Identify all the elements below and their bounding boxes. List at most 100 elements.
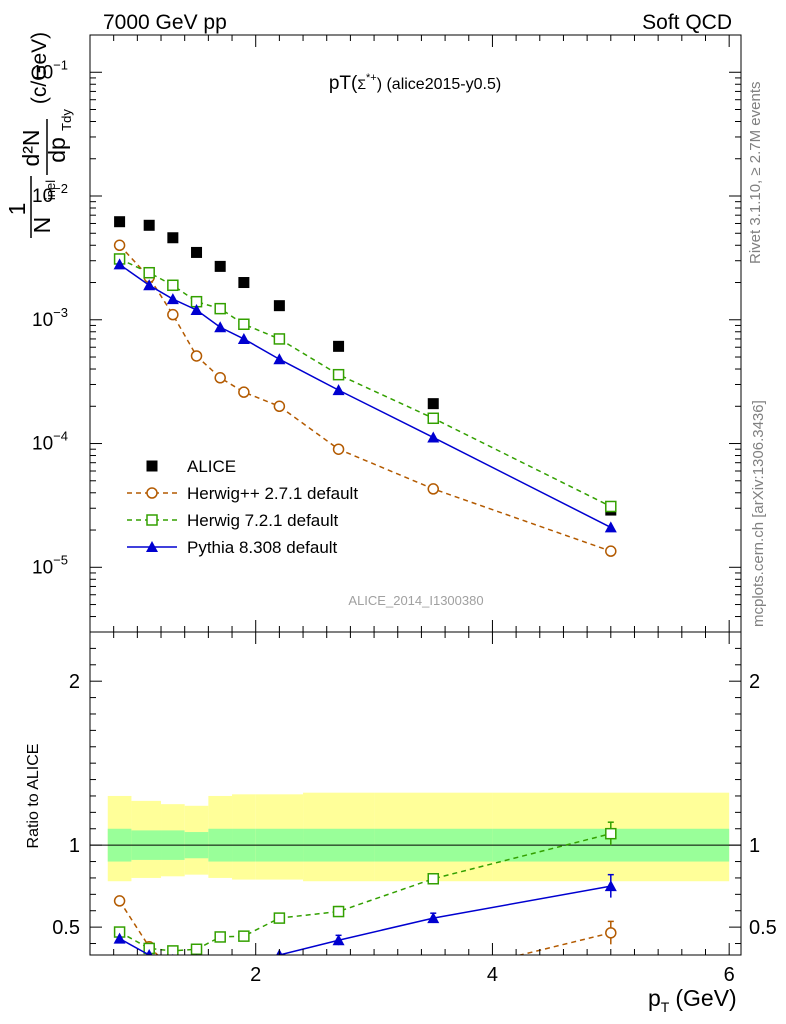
ylabel-tdy: Tdy (59, 109, 74, 131)
ratio-y-tick-label-right: 0.5 (749, 917, 777, 939)
ratio-frame (89, 631, 742, 956)
tick-base: 10 (32, 434, 53, 455)
legend-marker-herwigpp (146, 487, 158, 499)
tick-exponent: −5 (53, 552, 68, 567)
main-line-pythia (119, 263, 612, 529)
main-point-herwigpp (605, 545, 617, 557)
ratio-point-herwigpp (239, 983, 249, 993)
main-y-tick-label: 10−3 (32, 305, 68, 331)
legend-label-herwigpp: Herwig++ 2.7.1 default (187, 484, 358, 503)
main-title: pT(Σ*+) (alice2015-y0.5) (329, 72, 501, 94)
ratio-point-pythia (427, 912, 440, 924)
ratio-point-herwigpp (274, 980, 284, 990)
main-point-alice (427, 398, 439, 410)
mcplots-label: mcplots.cern.ch [arXiv:1306.3436] (750, 400, 767, 627)
ylabel-inel: inel (43, 180, 58, 200)
main-point-alice (167, 232, 179, 244)
ratio-point-herwig7 (427, 873, 440, 885)
tick-base: 10 (32, 62, 53, 83)
main-point-herwig7 (143, 266, 155, 279)
xlabel-unit: (GeV) (675, 985, 736, 1011)
main-point-herwigpp (273, 400, 286, 413)
ratio-point-pythia (238, 956, 250, 967)
ratio-point-pythia (332, 934, 345, 946)
main-point-herwig7 (332, 368, 345, 381)
main-point-herwig7 (273, 333, 286, 345)
main-point-pythia (113, 258, 126, 270)
main-y-tick-label: 10−2 (32, 181, 68, 207)
analysis-id: ALICE_2014_I1300380 (348, 593, 483, 608)
ratio-point-pythia (604, 880, 617, 892)
ratio-point-herwig7 (238, 930, 250, 942)
main-point-alice (333, 340, 345, 352)
tick-base: 10 (32, 310, 53, 331)
tick-exponent: −3 (53, 305, 68, 320)
ratio-point-herwigpp (168, 965, 178, 975)
x-tick-label: 4 (487, 964, 498, 986)
tick-exponent: −4 (53, 429, 68, 444)
ylabel-dn: d²N (18, 129, 44, 166)
ratio-point-pythia (195, 953, 198, 955)
main-point-herwigpp (214, 372, 226, 384)
ratio-y-label: Ratio to ALICE (25, 744, 42, 849)
main-point-herwigpp (190, 350, 203, 362)
ratio-y-tick-label-right: 2 (749, 671, 760, 693)
ratio-point-herwig7 (273, 912, 286, 924)
main-point-pythia (332, 384, 345, 396)
xlabel-sub: T (661, 999, 670, 1015)
main-point-pythia (214, 321, 227, 333)
main-point-pythia (143, 279, 156, 291)
ratio-bands (90, 792, 741, 882)
ratio-y-tick-label: 1 (69, 835, 80, 857)
main-point-pythia (190, 303, 203, 315)
ratio-point-herwigpp (334, 980, 344, 990)
ratio-point-pythia (145, 949, 153, 955)
main-point-alice (191, 246, 203, 258)
main-title-post: ) (alice2015-y0.5) (377, 76, 502, 93)
tick-exponent: −2 (53, 181, 68, 196)
main-y-tick-label: 10−5 (32, 552, 68, 578)
ratio-point-herwig7 (190, 943, 203, 955)
legend-label-herwig7: Herwig 7.2.1 default (187, 511, 338, 530)
main-y-label: 1 N inel d²N dp Tdy (c/GeV) (4, 32, 74, 238)
ratio-axes: 0.5 0.5 1 1 2 2 2 4 6 (52, 631, 777, 986)
main-point-alice (114, 216, 126, 228)
header-right: Soft QCD (642, 11, 732, 34)
main-point-pythia (273, 353, 286, 365)
main-point-pythia (427, 431, 440, 443)
ratio-point-herwig7 (214, 931, 226, 943)
legend-label-pythia: Pythia 8.308 default (187, 538, 338, 557)
main-title-sup: *+ (366, 72, 377, 84)
main-point-herwig7 (605, 500, 617, 513)
main-axes: 10−510−410−310−210−1 (32, 34, 742, 633)
main-point-herwig7 (214, 302, 226, 315)
main-y-tick-label: 10−4 (32, 429, 68, 455)
main-point-pythia (604, 521, 617, 533)
ylabel-n: N (29, 217, 55, 234)
ratio-point-herwig7 (605, 827, 617, 840)
ratio-point-pythia (113, 932, 126, 944)
main-point-alice (143, 219, 155, 231)
ratio-y-tick-label-right: 1 (749, 835, 760, 857)
x-tick-label: 6 (724, 964, 735, 986)
ratio-point-herwigpp (113, 895, 126, 907)
main-point-pythia (237, 332, 250, 344)
tick-base: 10 (32, 557, 53, 578)
main-point-herwig7 (238, 318, 250, 331)
legend-marker-pythia (146, 541, 158, 552)
main-point-alice (214, 260, 226, 272)
legend-marker-alice (146, 460, 158, 472)
ratio-y-tick-label: 0.5 (52, 917, 80, 939)
main-point-herwigpp (113, 239, 126, 252)
tick-exponent: −1 (53, 57, 68, 72)
main-point-herwig7 (167, 279, 179, 292)
main-point-herwigpp (332, 443, 345, 455)
ratio-point-herwigpp (605, 927, 617, 939)
main-point-alice (273, 300, 285, 312)
ratio-line-pythia (119, 885, 611, 955)
ratio-point-pythia (172, 953, 174, 955)
main-point-herwig7 (427, 412, 440, 425)
main-title-pre: pT( (329, 73, 358, 94)
main-point-herwigpp (238, 386, 250, 398)
